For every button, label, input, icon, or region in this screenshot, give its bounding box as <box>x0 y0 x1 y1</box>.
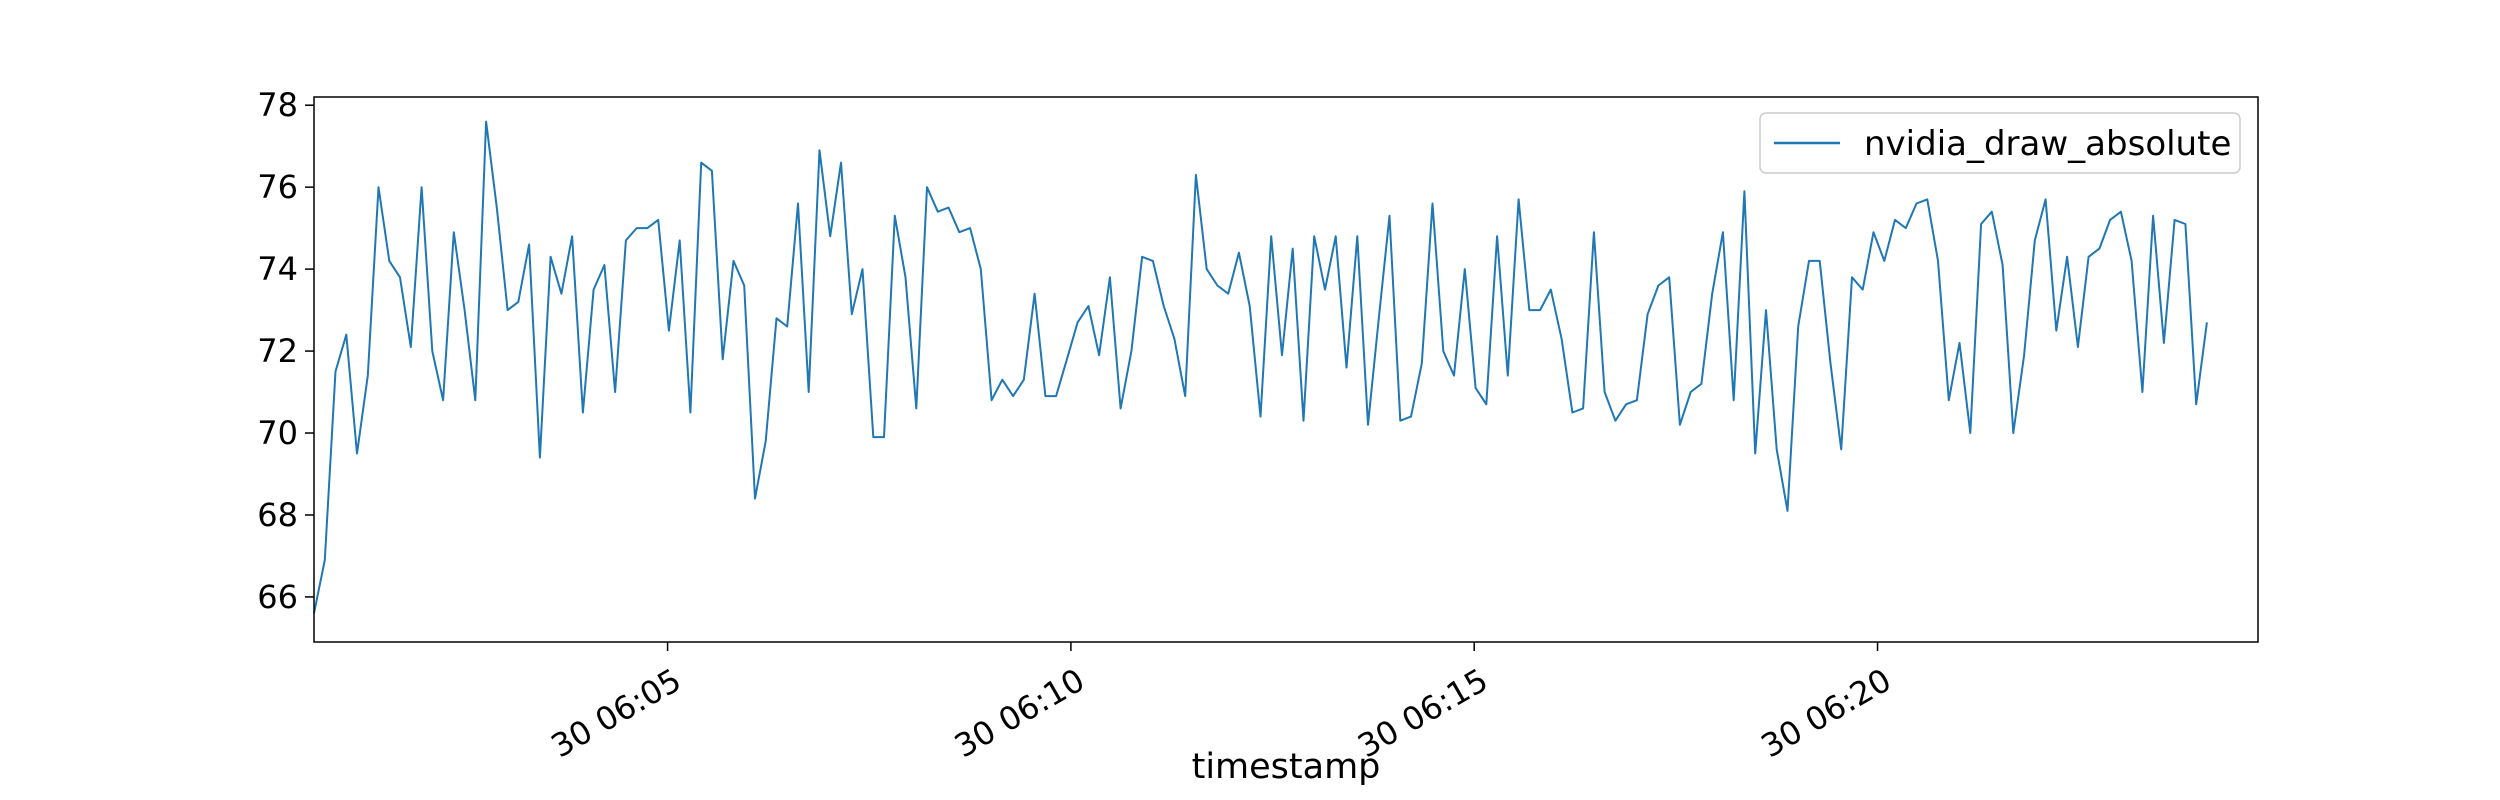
series-line-nvidia_draw_absolute <box>313 120 2208 614</box>
y-tick-label: 72 <box>257 332 298 370</box>
series-layer <box>313 120 2208 614</box>
legend-label: nvidia_draw_absolute <box>1864 124 2231 164</box>
y-tick-label: 74 <box>257 250 298 288</box>
legend-box <box>1759 112 2241 174</box>
y-tick-label: 78 <box>257 86 298 124</box>
y-tick-label: 70 <box>257 414 298 452</box>
y-axis: 66 68 70 72 74 76 78 <box>257 86 314 616</box>
x-axis-label: timestamp <box>1192 747 1381 787</box>
y-tick-label: 66 <box>257 578 298 616</box>
y-tick-label: 68 <box>257 496 298 534</box>
plot-frame <box>313 96 2259 643</box>
y-tick-label: 76 <box>257 168 298 206</box>
legend: nvidia_draw_absolute <box>1759 112 2241 174</box>
